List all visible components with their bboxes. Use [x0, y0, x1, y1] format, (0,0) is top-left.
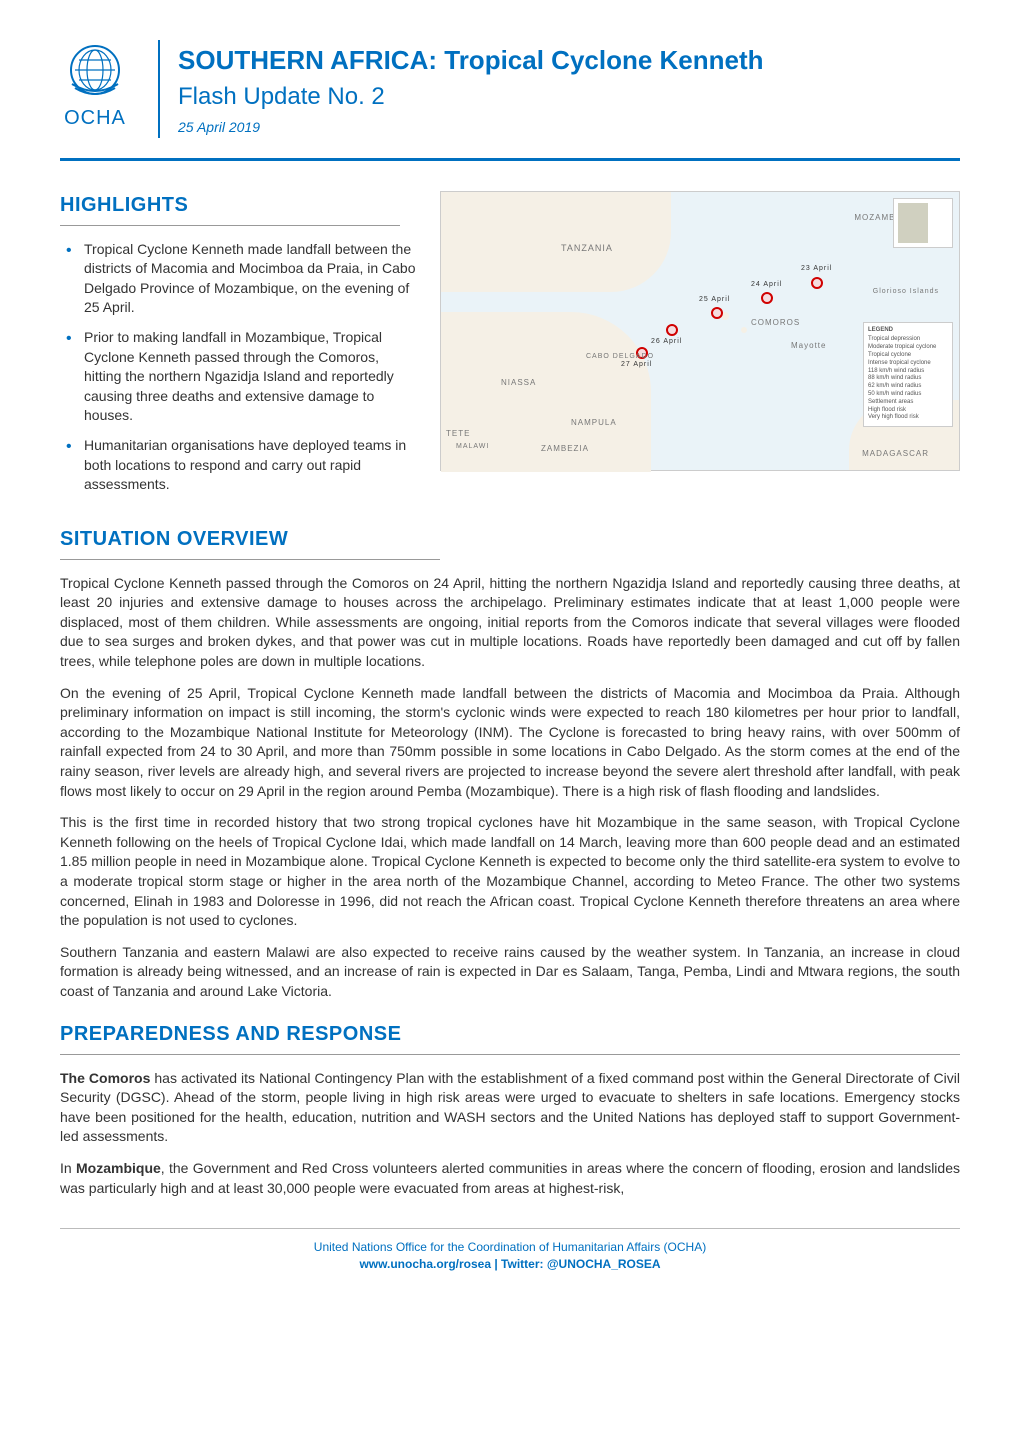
footer-rule: [60, 1228, 960, 1229]
map-label-tanzania: TANZANIA: [561, 242, 613, 255]
legend-item: 88 km/h wind radius: [868, 375, 948, 383]
preparedness-paragraph: In Mozambique, the Government and Red Cr…: [60, 1159, 960, 1198]
map-label-mayotte: Mayotte: [791, 340, 826, 351]
map-label-cabodelgado: CABO DELGADO: [586, 352, 654, 362]
track-date: 25 April: [699, 295, 730, 305]
map-legend: LEGEND Tropical depression Moderate trop…: [863, 322, 953, 428]
situation-paragraph: Tropical Cyclone Kenneth passed through …: [60, 574, 960, 672]
footer-links: www.unocha.org/rosea | Twitter: @UNOCHA_…: [60, 1256, 960, 1273]
legend-item: Moderate tropical cyclone: [868, 344, 948, 352]
legend-item: Very high flood risk: [868, 414, 948, 422]
footer-org: United Nations Office for the Coordinati…: [60, 1239, 960, 1256]
header-divider: [158, 40, 160, 138]
legend-item: High flood risk: [868, 407, 948, 415]
page-footer: United Nations Office for the Coordinati…: [60, 1239, 960, 1273]
map-label-glorioso: Glorioso Islands: [873, 287, 939, 297]
legend-item: 62 km/h wind radius: [868, 383, 948, 391]
legend-item: Tropical cyclone: [868, 352, 948, 360]
track-date: 24 April: [751, 280, 782, 290]
country-bold: Mozambique: [76, 1160, 161, 1176]
ocha-logo: OCHA: [60, 40, 150, 136]
legend-item: 50 km/h wind radius: [868, 391, 948, 399]
highlight-item: Tropical Cyclone Kenneth made landfall b…: [60, 240, 420, 318]
document-title: SOUTHERN AFRICA: Tropical Cyclone Kennet…: [178, 42, 960, 78]
document-header: OCHA SOUTHERN AFRICA: Tropical Cyclone K…: [60, 40, 960, 158]
legend-item: Settlement areas: [868, 399, 948, 407]
legend-item: Intense tropical cyclone: [868, 360, 948, 368]
map-label-madagascar: MADAGASCAR: [862, 448, 929, 459]
highlight-item: Prior to making landfall in Mozambique, …: [60, 328, 420, 426]
situation-heading: SITUATION OVERVIEW: [60, 525, 440, 560]
country-bold: The Comoros: [60, 1070, 150, 1086]
situation-paragraph: Southern Tanzania and eastern Malawi are…: [60, 943, 960, 1002]
map-label-comoros: COMOROS: [751, 317, 800, 328]
svg-text:OCHA: OCHA: [64, 107, 126, 129]
highlights-list: Tropical Cyclone Kenneth made landfall b…: [60, 240, 420, 495]
preparedness-heading: PREPAREDNESS AND RESPONSE: [60, 1020, 960, 1055]
header-rule: [60, 158, 960, 161]
map-inset: [893, 198, 953, 248]
track-date: 23 April: [801, 264, 832, 274]
legend-title: LEGEND: [868, 327, 948, 335]
situation-paragraph: This is the first time in recorded histo…: [60, 813, 960, 931]
paragraph-text: In: [60, 1160, 76, 1176]
map-label-tete: TETE: [446, 428, 470, 439]
highlights-heading: HIGHLIGHTS: [60, 191, 400, 226]
track-date: 26 April: [651, 337, 682, 347]
map-label-malawi: MALAWI: [456, 442, 489, 452]
document-date: 25 April 2019: [178, 118, 960, 138]
document-subtitle: Flash Update No. 2: [178, 80, 960, 114]
legend-item: Tropical depression: [868, 336, 948, 344]
situation-paragraph: On the evening of 25 April, Tropical Cyc…: [60, 684, 960, 802]
highlight-item: Humanitarian organisations have deployed…: [60, 436, 420, 495]
cyclone-track-map: 23 April 24 April 25 April 26 April 27 A…: [440, 191, 960, 471]
paragraph-text: , the Government and Red Cross volunteer…: [60, 1160, 960, 1196]
paragraph-text: has activated its National Contingency P…: [60, 1070, 960, 1145]
map-label-zambezia: ZAMBEZIA: [541, 443, 589, 454]
legend-item: 118 km/h wind radius: [868, 368, 948, 376]
map-label-niassa: NIASSA: [501, 377, 536, 388]
map-label-nampula: NAMPULA: [571, 417, 617, 428]
preparedness-paragraph: The Comoros has activated its National C…: [60, 1069, 960, 1147]
